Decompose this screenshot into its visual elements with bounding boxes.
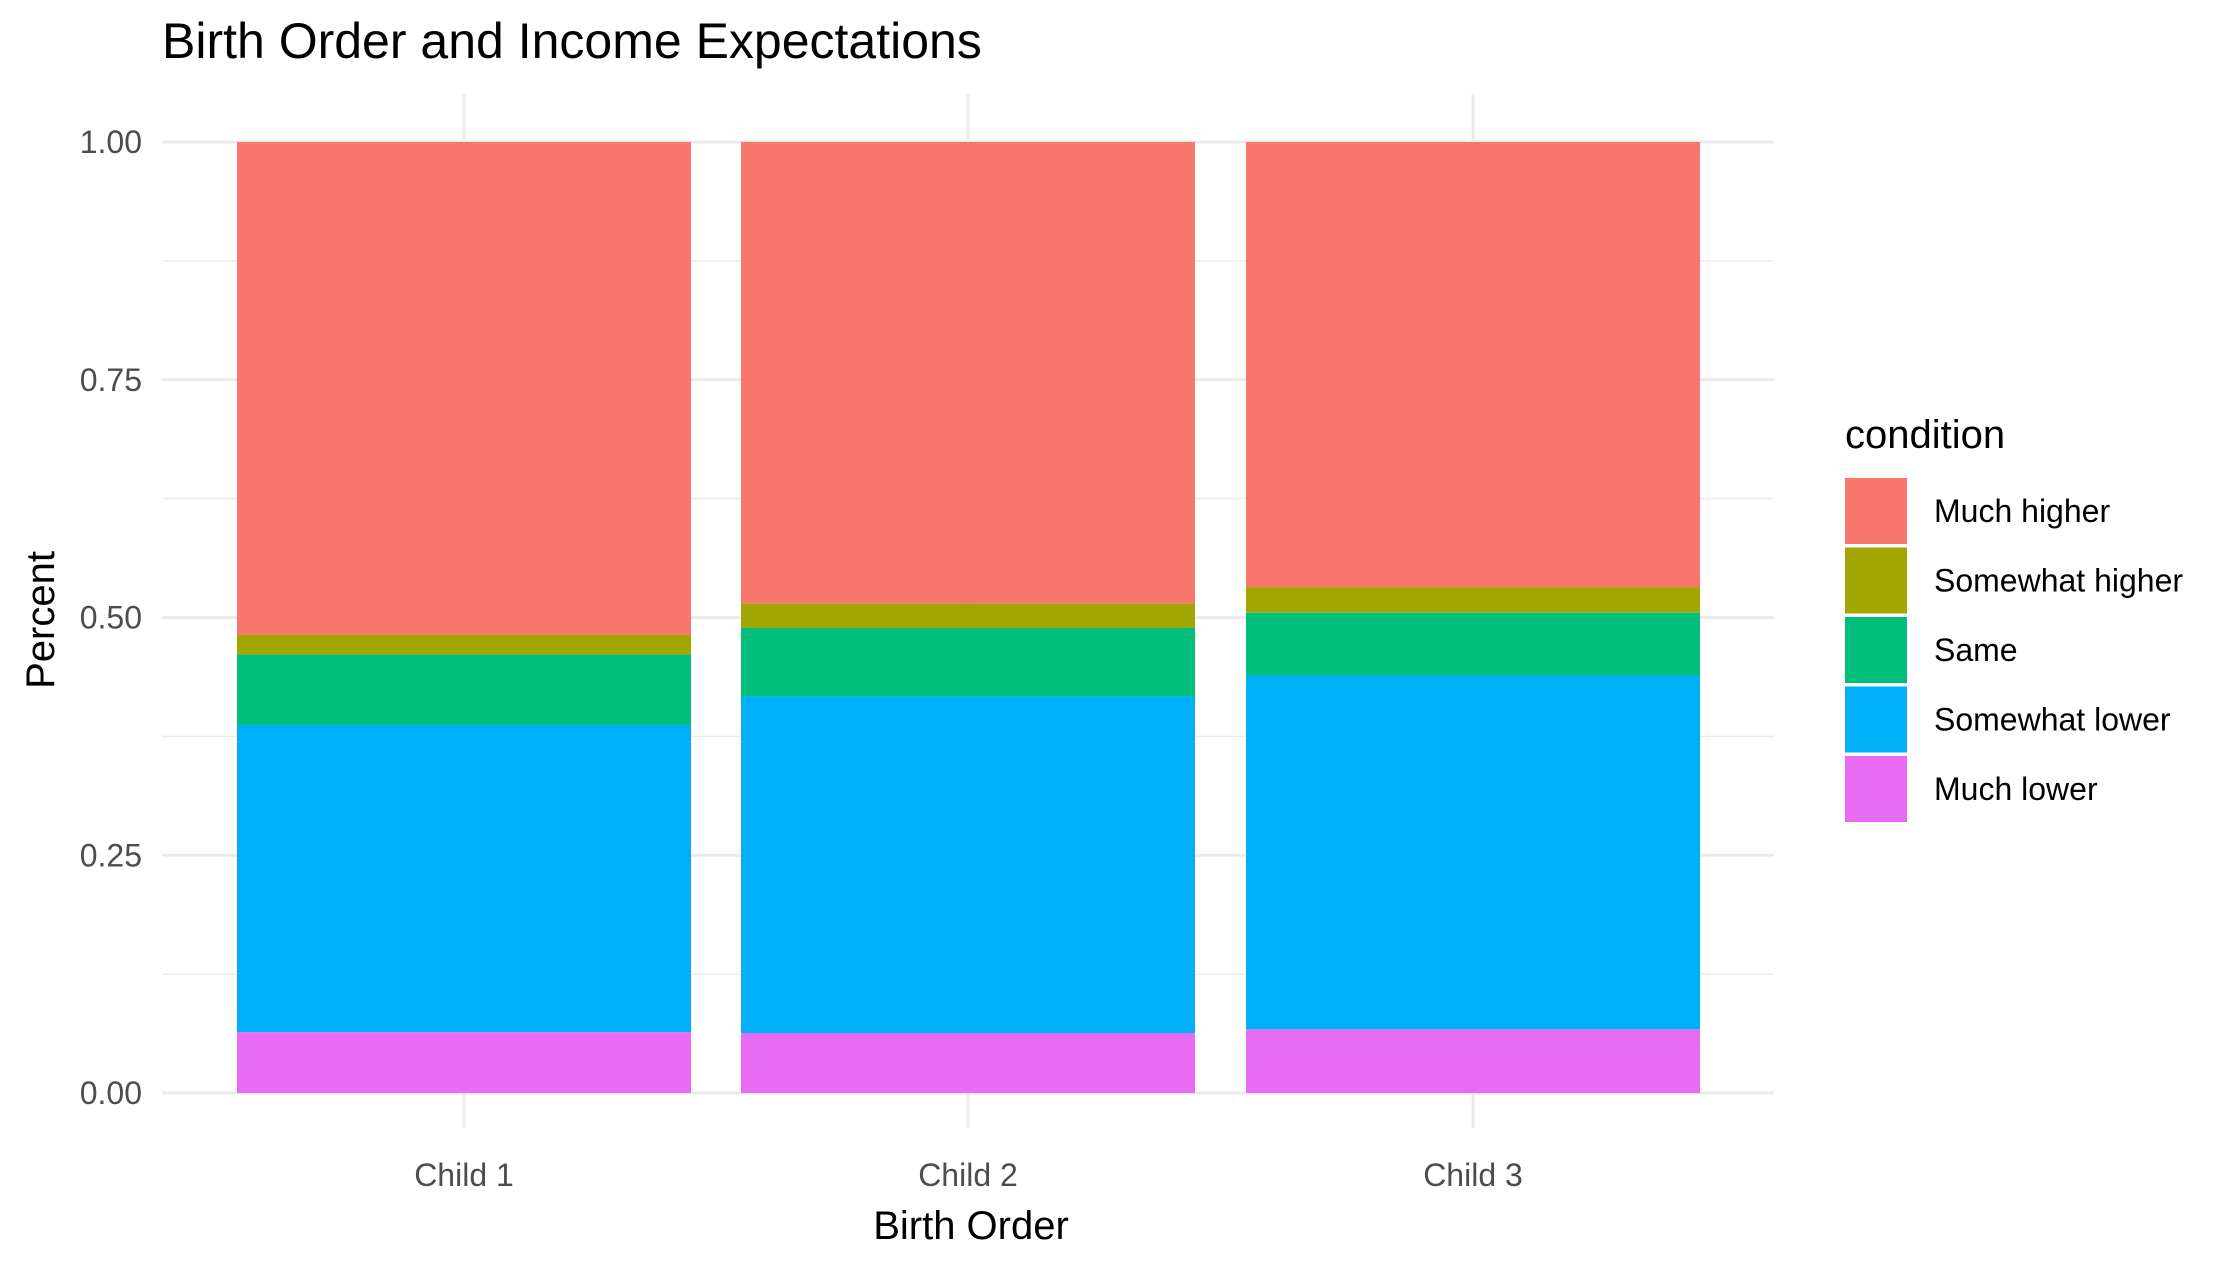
bar-segment	[741, 1033, 1195, 1093]
bar-segment	[1246, 587, 1700, 613]
bar-segment	[1246, 142, 1700, 588]
axes: 0.00 0.25 0.50 0.75 1.00 Child 1 Child 2 Child …	[80, 124, 1523, 1193]
bar-segment	[741, 696, 1195, 1034]
legend-label: Somewhat higher	[1934, 563, 2183, 599]
y-axis-label: Percent	[19, 551, 63, 689]
legend-key	[1845, 686, 1907, 753]
bar-segment	[741, 142, 1195, 604]
bar-segment	[237, 654, 691, 725]
y-tick-label: 0.00	[80, 1075, 142, 1111]
legend-key	[1845, 478, 1907, 544]
bar-segment	[1246, 612, 1700, 676]
bar-segment	[237, 724, 691, 1033]
chart-title: Birth Order and Income Expectations	[162, 13, 982, 69]
legend-key	[1845, 547, 1907, 614]
bar-segment	[1246, 1029, 1700, 1093]
legend-key	[1845, 756, 1907, 822]
legend-title: condition	[1845, 413, 2005, 457]
x-tick-label: Child 3	[1423, 1157, 1523, 1193]
x-tick-label: Child 1	[414, 1157, 514, 1193]
y-tick-label: 1.00	[80, 124, 142, 160]
legend-label: Same	[1934, 632, 2018, 668]
bar-segment	[741, 627, 1195, 697]
y-tick-label: 0.50	[80, 600, 142, 636]
legend-key	[1845, 617, 1907, 683]
legend-label: Somewhat lower	[1934, 702, 2171, 738]
bar-segment	[237, 634, 691, 655]
legend: condition Much higher Somewhat higher Same…	[1845, 413, 2183, 822]
bars	[237, 142, 1700, 1093]
bar-segment	[1246, 675, 1700, 1030]
y-tick-label: 0.75	[80, 362, 142, 398]
x-tick-label: Child 2	[918, 1157, 1018, 1193]
bar-segment	[237, 142, 691, 635]
x-axis-label: Birth Order	[873, 1204, 1069, 1248]
y-tick-label: 0.25	[80, 837, 142, 873]
bar-segment	[741, 603, 1195, 628]
legend-label: Much higher	[1934, 493, 2110, 529]
legend-items: Much higher Somewhat higher Same Somewhat l…	[1845, 478, 2183, 822]
legend-label: Much lower	[1934, 771, 2098, 807]
bar-segment	[237, 1032, 691, 1093]
